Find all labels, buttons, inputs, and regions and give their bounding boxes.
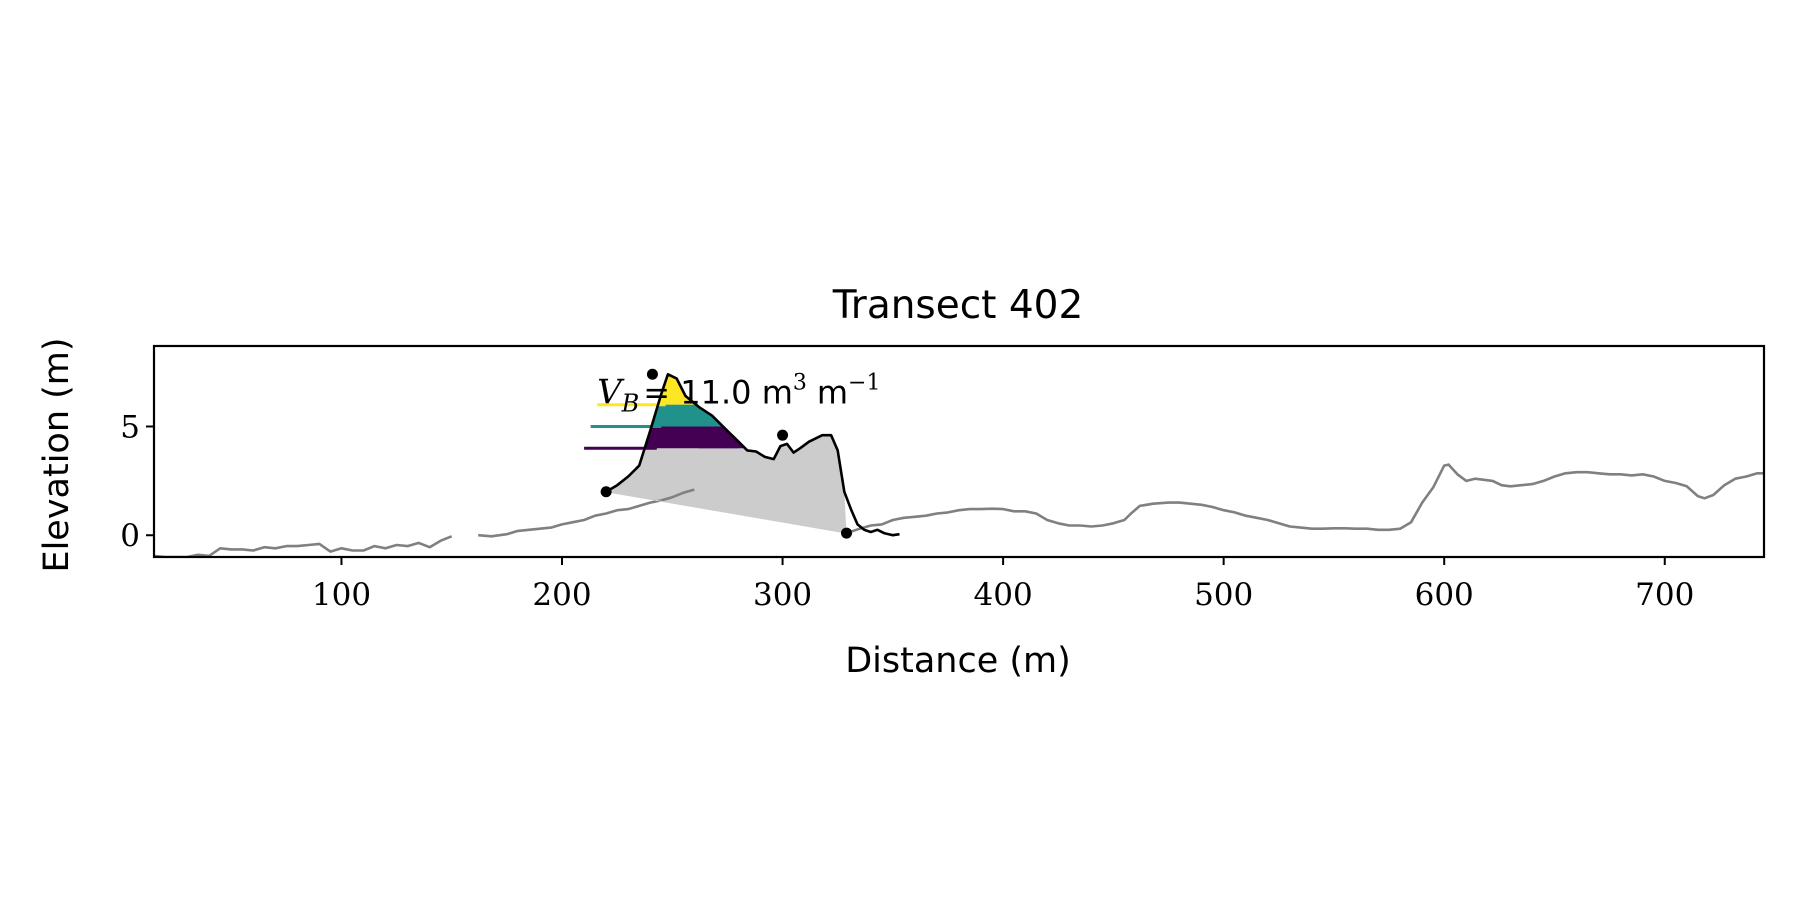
annotation-superscript: 3 <box>793 371 807 396</box>
dune-heel-point <box>841 527 853 539</box>
annotation-unit-exponent: −1 <box>848 371 880 396</box>
axes-frame <box>152 344 1766 559</box>
dune-crest-point <box>646 368 658 380</box>
chart-title: Transect 402 <box>832 283 1084 328</box>
x-tick-label-300: 300 <box>753 577 812 613</box>
axis-ticks: 100 200 300 400 500 600 700 0 5 <box>120 409 1694 613</box>
x-tick-label-500: 500 <box>1194 577 1253 613</box>
y-tick-label-0: 0 <box>120 518 140 554</box>
x-axis-label: Distance (m) <box>845 641 1071 681</box>
y-tick-label-5: 5 <box>120 409 140 445</box>
x-tick-label-600: 600 <box>1415 577 1474 613</box>
annotation-value: = 11.0 m <box>643 374 793 412</box>
annotation-subscript: B <box>621 390 640 418</box>
plot-content <box>154 368 1764 557</box>
x-tick-label-200: 200 <box>532 577 591 613</box>
annotation-symbol: V <box>597 373 625 413</box>
profile-line-segment-3 <box>846 463 1764 535</box>
dune-profile-line <box>605 372 900 537</box>
annotation-unit: m <box>817 374 848 412</box>
volume-annotation: VB = 11.0 m3 m−1 <box>597 371 880 418</box>
x-tick-label-100: 100 <box>312 577 371 613</box>
profile-line-segment-1 <box>154 535 453 557</box>
plot-area: VB = 11.0 m3 m−1 <box>154 368 1764 557</box>
dune-toe-point <box>600 486 612 498</box>
y-axis-label: Elevation (m) <box>37 337 77 572</box>
dune-secondary-crest-point <box>777 429 789 441</box>
level-band-tail <box>698 426 750 449</box>
volume-base-line <box>606 491 847 534</box>
x-tick-label-700: 700 <box>1635 577 1694 613</box>
x-tick-label-400: 400 <box>974 577 1033 613</box>
